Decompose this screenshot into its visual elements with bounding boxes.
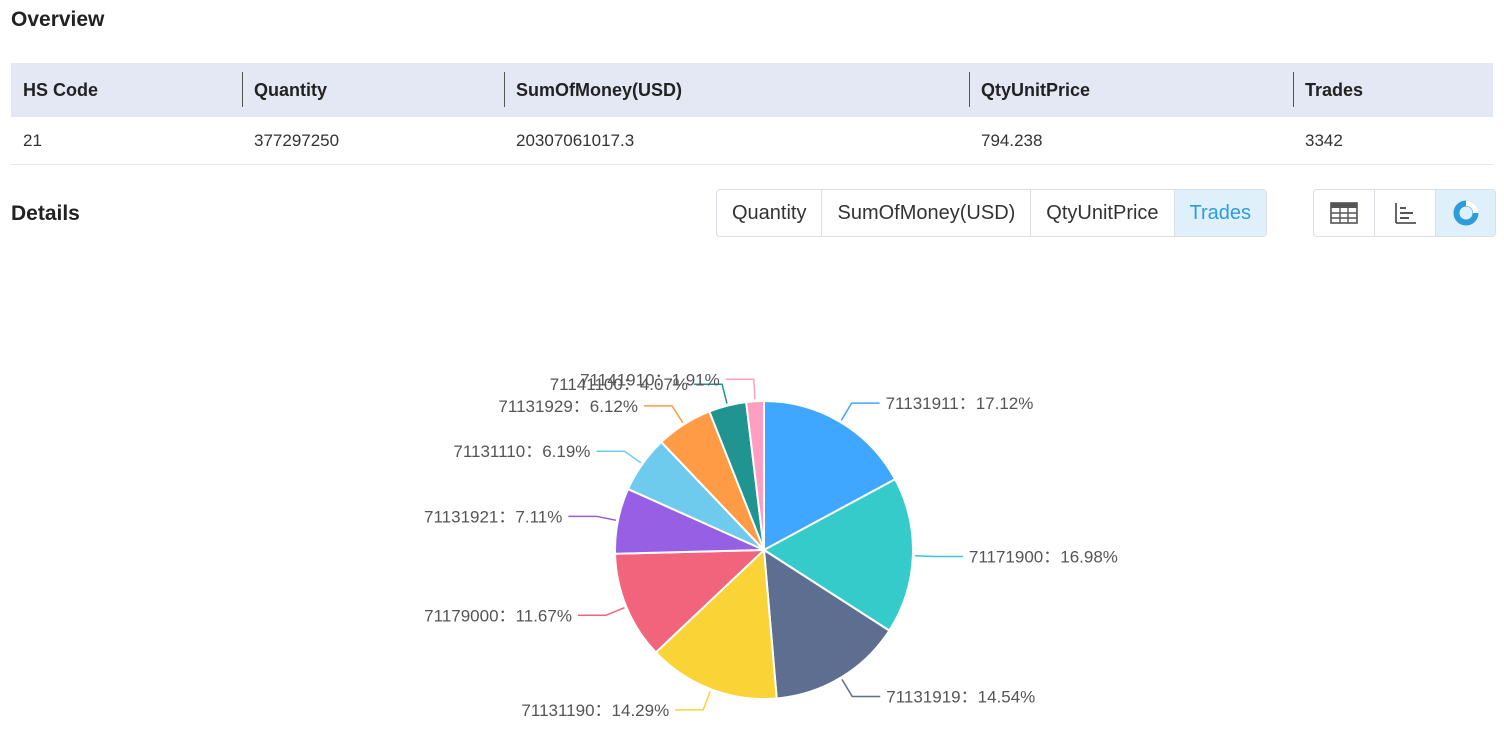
pie-label-71131921: 71131921：7.11% — [424, 507, 562, 526]
tab-trades[interactable]: Trades — [1174, 190, 1267, 236]
pie-label-71171900: 71171900：16.98% — [969, 548, 1118, 567]
label-line-71171900 — [914, 555, 963, 558]
label-line-71141100 — [694, 383, 728, 404]
tab-qty-unit-price[interactable]: QtyUnitPrice — [1031, 190, 1175, 236]
table-icon — [1330, 202, 1358, 224]
column-header-qty-unit-price: QtyUnitPrice — [969, 63, 1293, 117]
pie-label-71131190: 71131190：14.29% — [521, 701, 669, 720]
column-header-sum-of-money: SumOfMoney(USD) — [504, 63, 969, 117]
pie-label-71131929: 71131929：6.12% — [498, 397, 638, 416]
pie-label-71131911: 71131911：17.12% — [886, 394, 1034, 413]
tab-quantity[interactable]: Quantity — [717, 190, 823, 236]
pie-slice-71179000[interactable] — [614, 548, 767, 654]
metric-tabs: Quantity SumOfMoney(USD) QtyUnitPrice Tr… — [716, 189, 1268, 237]
column-header-hs-code: HS Code — [11, 63, 242, 117]
label-line-71131110 — [596, 450, 642, 464]
tab-sum-of-money[interactable]: SumOfMoney(USD) — [822, 190, 1032, 236]
label-line-71131919 — [841, 678, 881, 698]
cell-qty-unit-price: 794.238 — [969, 117, 1293, 165]
pie-chart-area: 71131911：17.12% 71171900：16.98% 71131919：1… — [0, 240, 1504, 732]
overview-table: HS Code Quantity SumOfMoney(USD) QtyUnit… — [11, 63, 1493, 165]
table-row: 21 377297250 20307061017.3 794.238 3342 — [11, 117, 1493, 165]
cell-hs-code: 21 — [11, 117, 242, 165]
label-line-71179000 — [577, 606, 625, 617]
pie-label-71131919: 71131919：14.54% — [886, 687, 1035, 706]
pie-label-71179000: 71179000：11.67% — [424, 606, 572, 625]
overview-title: Overview — [11, 8, 105, 31]
cell-sum-of-money: 20307061017.3 — [504, 117, 969, 165]
label-line-71131190 — [675, 690, 712, 711]
table-header-row: HS Code Quantity SumOfMoney(USD) QtyUnit… — [11, 63, 1493, 117]
view-toggle — [1313, 189, 1496, 237]
cell-quantity: 377297250 — [242, 117, 504, 165]
pie-slice-71141910[interactable] — [745, 399, 765, 551]
pie-label-71141910: 71141910：1.91% — [580, 370, 720, 389]
label-line-71131911 — [840, 402, 880, 421]
pie-chart: 71131911：17.12% 71171900：16.98% 71131919：1… — [424, 370, 1118, 720]
bar-chart-icon — [1395, 203, 1416, 224]
column-header-trades: Trades — [1293, 63, 1493, 117]
pie-label-71141100: 71141100：4.07% — [550, 375, 688, 394]
pie-slice-71131911[interactable] — [763, 399, 897, 552]
pie-chart-icon — [1453, 200, 1478, 226]
pie-slice-71131919[interactable] — [762, 548, 891, 700]
label-line-71131929 — [644, 405, 684, 424]
pie-slice-71131190[interactable] — [654, 547, 778, 700]
pie-slice-71171900[interactable] — [762, 477, 914, 633]
column-header-quantity: Quantity — [242, 63, 504, 117]
details-title: Details — [11, 202, 80, 225]
label-line-71141910 — [725, 378, 756, 400]
cell-trades: 3342 — [1293, 117, 1493, 165]
pie-label-71131110: 71131110：6.19% — [453, 442, 590, 461]
pie-view-button[interactable] — [1436, 190, 1495, 236]
table-view-button[interactable] — [1314, 190, 1375, 236]
label-line-71131921 — [568, 515, 617, 521]
bar-view-button[interactable] — [1375, 190, 1436, 236]
